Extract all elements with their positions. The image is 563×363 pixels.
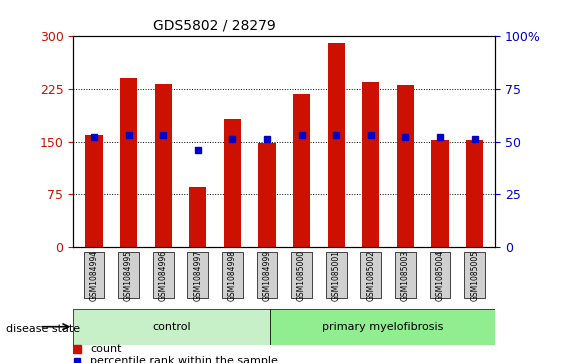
FancyBboxPatch shape <box>222 252 243 298</box>
Text: percentile rank within the sample: percentile rank within the sample <box>90 356 278 363</box>
Bar <box>154 84 172 247</box>
Text: primary myelofibrosis: primary myelofibrosis <box>322 322 444 332</box>
FancyBboxPatch shape <box>83 252 104 298</box>
FancyBboxPatch shape <box>257 252 278 298</box>
FancyBboxPatch shape <box>153 252 173 298</box>
Bar <box>189 187 207 247</box>
Text: GSM1084997: GSM1084997 <box>193 250 202 301</box>
FancyBboxPatch shape <box>270 309 495 345</box>
Bar <box>362 82 379 247</box>
Text: GSM1085003: GSM1085003 <box>401 250 410 301</box>
Bar <box>120 78 137 247</box>
Text: GSM1085002: GSM1085002 <box>367 250 376 301</box>
Text: GSM1084998: GSM1084998 <box>228 250 237 301</box>
Bar <box>431 140 449 247</box>
Text: GSM1084995: GSM1084995 <box>124 250 133 301</box>
FancyBboxPatch shape <box>118 252 139 298</box>
Text: count: count <box>90 344 122 354</box>
FancyBboxPatch shape <box>360 252 381 298</box>
Text: disease state: disease state <box>6 323 80 334</box>
Text: control: control <box>153 322 191 332</box>
FancyBboxPatch shape <box>464 252 485 298</box>
Text: GDS5802 / 28279: GDS5802 / 28279 <box>153 18 275 32</box>
Bar <box>466 140 483 247</box>
Text: GSM1084999: GSM1084999 <box>262 250 271 301</box>
Text: GSM1085001: GSM1085001 <box>332 250 341 301</box>
FancyBboxPatch shape <box>187 252 208 298</box>
FancyBboxPatch shape <box>291 252 312 298</box>
Text: GSM1085004: GSM1085004 <box>436 250 445 301</box>
FancyBboxPatch shape <box>73 309 270 345</box>
FancyBboxPatch shape <box>395 252 416 298</box>
Bar <box>86 135 102 247</box>
Text: GSM1084996: GSM1084996 <box>159 250 168 301</box>
Text: GSM1085000: GSM1085000 <box>297 250 306 301</box>
Text: GSM1085005: GSM1085005 <box>470 250 479 301</box>
FancyBboxPatch shape <box>326 252 347 298</box>
Bar <box>258 143 276 247</box>
FancyBboxPatch shape <box>430 252 450 298</box>
Text: GSM1084994: GSM1084994 <box>90 250 99 301</box>
Bar <box>397 85 414 247</box>
Bar <box>293 94 310 247</box>
Bar <box>328 43 345 247</box>
Bar <box>224 119 241 247</box>
